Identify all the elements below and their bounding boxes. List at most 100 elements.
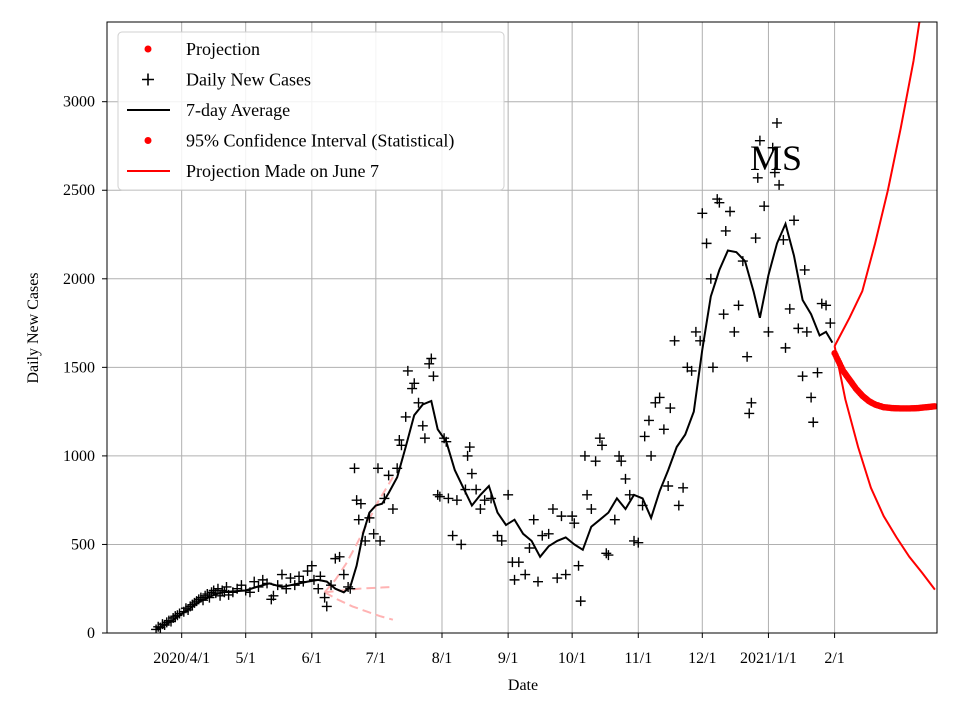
daily-cases-point [771, 117, 782, 128]
daily-cases-point [767, 142, 778, 153]
daily-cases-point [503, 489, 514, 500]
y-axis-label: Daily New Cases [25, 272, 42, 383]
daily-cases-point [313, 583, 324, 594]
daily-cases-point [321, 601, 332, 612]
daily-cases-point [464, 442, 475, 453]
daily-cases-point [402, 365, 413, 376]
x-tick-label: 8/1 [432, 650, 452, 667]
daily-cases-point [249, 576, 260, 587]
daily-cases-point [646, 450, 657, 461]
daily-cases-point [654, 392, 665, 403]
daily-cases-point [394, 434, 405, 445]
legend-label: Projection Made on June 7 [186, 161, 379, 181]
daily-cases-point [579, 450, 590, 461]
x-tick-label: 11/1 [624, 650, 652, 667]
daily-cases-point [400, 411, 411, 422]
daily-cases-point [663, 481, 674, 492]
daily-cases-point [658, 424, 669, 435]
daily-cases-point [496, 535, 507, 546]
daily-cases-point [718, 309, 729, 320]
daily-cases-point [547, 504, 558, 515]
daily-cases-point [537, 530, 548, 541]
daily-cases-point [821, 300, 832, 311]
daily-cases-point [816, 298, 827, 309]
daily-cases-point [383, 470, 394, 481]
daily-cases-point [524, 542, 535, 553]
legend-label: Daily New Cases [186, 70, 311, 90]
legend-plus-icon [142, 73, 154, 86]
daily-cases-point [372, 463, 383, 474]
june7-projection-line [323, 476, 394, 593]
daily-cases-point [276, 569, 287, 580]
daily-cases-point [268, 590, 279, 601]
daily-cases-point [616, 456, 627, 467]
daily-cases-point [575, 596, 586, 607]
daily-cases-point [573, 560, 584, 571]
y-tick-label: 2500 [63, 182, 95, 199]
daily-cases-point [750, 233, 761, 244]
daily-cases-point [609, 514, 620, 525]
legend-label: Projection [186, 39, 260, 59]
daily-cases-point [285, 573, 296, 584]
x-tick-label: 12/1 [688, 650, 716, 667]
daily-cases-point [669, 335, 680, 346]
daily-cases-point [533, 576, 544, 587]
daily-cases-point [479, 495, 490, 506]
y-tick-label: 1500 [63, 359, 95, 376]
daily-cases-point [784, 303, 795, 314]
daily-cases-point [456, 539, 467, 550]
daily-cases-point [725, 206, 736, 217]
daily-cases-point [586, 504, 597, 515]
daily-cases-point [597, 440, 608, 451]
daily-cases-point [714, 197, 725, 208]
daily-cases-point [432, 489, 443, 500]
daily-cases-point [650, 397, 661, 408]
daily-cases-point [759, 201, 770, 212]
daily-cases-point [417, 420, 428, 431]
daily-cases-point [780, 342, 791, 353]
daily-cases-point [603, 550, 614, 561]
daily-cases-point [413, 397, 424, 408]
daily-cases-point [334, 551, 345, 562]
legend-label: 95% Confidence Interval (Statistical) [186, 131, 454, 152]
plot-frame [106, 21, 938, 634]
daily-cases-point [594, 433, 605, 444]
daily-cases-point [466, 468, 477, 479]
daily-cases-point [509, 574, 520, 585]
daily-cases-point [375, 535, 386, 546]
daily-cases-point [806, 392, 817, 403]
daily-cases-point [639, 431, 650, 442]
daily-cases-point [447, 530, 458, 541]
daily-cases-point [528, 514, 539, 525]
daily-cases-point [567, 511, 578, 522]
daily-cases-point [793, 323, 804, 334]
daily-cases-point [720, 225, 731, 236]
legend-label: 7-day Average [186, 100, 290, 120]
y-tick-label: 1000 [63, 448, 95, 465]
daily-cases-point [812, 367, 823, 378]
june7-projection-line [324, 591, 394, 621]
state-annotation: MS [750, 138, 802, 178]
daily-cases-point [338, 569, 349, 580]
daily-cases-point [789, 215, 800, 226]
daily-cases-point [424, 358, 435, 369]
june7-projection-line [324, 586, 393, 594]
daily-cases-point [451, 495, 462, 506]
y-tick-label: 3000 [63, 94, 95, 111]
x-tick-label: 2/1 [824, 650, 844, 667]
legend-dot-icon [144, 45, 152, 53]
x-tick-label: 6/1 [302, 650, 322, 667]
x-tick-label: 7/1 [366, 650, 386, 667]
daily-cases-point [434, 491, 445, 502]
projection-point [931, 403, 937, 410]
daily-cases-point [754, 135, 765, 146]
daily-cases-point [742, 351, 753, 362]
daily-cases-point [701, 238, 712, 249]
daily-cases-point [797, 371, 808, 382]
daily-cases-point [744, 408, 755, 419]
daily-cases-point [407, 383, 418, 394]
daily-cases-point [629, 535, 640, 546]
daily-cases-point [801, 326, 812, 337]
daily-cases-point [319, 592, 330, 603]
